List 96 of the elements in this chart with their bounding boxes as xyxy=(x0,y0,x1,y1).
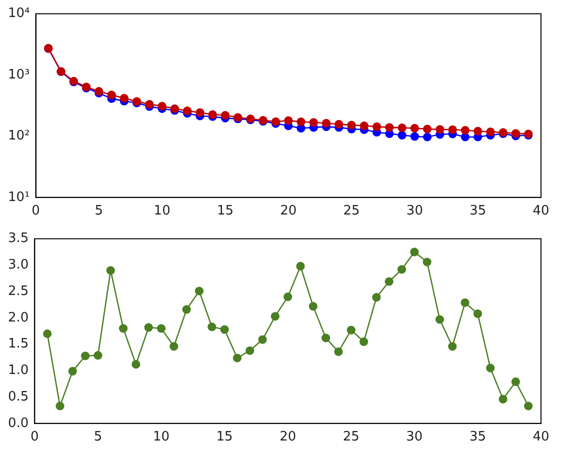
point xyxy=(423,124,432,134)
point xyxy=(435,315,444,324)
x-tick-label: 25 xyxy=(342,430,360,445)
point xyxy=(423,132,432,142)
y-tick-label: 10³ xyxy=(8,67,30,82)
y-tick-label: 10⁴ xyxy=(8,6,30,22)
y-tick-label: 3.5 xyxy=(8,231,29,246)
x-tick-label: 5 xyxy=(94,204,104,219)
point xyxy=(511,377,520,386)
point xyxy=(183,106,192,116)
x-tick-label: 20 xyxy=(280,204,297,219)
y-tick-label: 1.5 xyxy=(8,336,29,352)
point xyxy=(94,351,102,360)
point xyxy=(296,262,305,271)
point xyxy=(106,266,115,275)
point xyxy=(486,364,495,372)
point xyxy=(156,324,166,333)
point xyxy=(372,293,381,302)
point xyxy=(56,402,64,410)
point xyxy=(397,265,406,274)
point xyxy=(182,305,191,314)
point xyxy=(220,110,230,120)
point xyxy=(511,129,520,138)
point xyxy=(68,366,77,376)
point xyxy=(158,102,166,110)
point xyxy=(284,292,292,302)
point xyxy=(270,312,280,321)
point xyxy=(43,329,52,338)
point xyxy=(422,258,432,266)
point xyxy=(208,322,216,332)
point xyxy=(385,123,394,132)
y-tick-label: 0.5 xyxy=(8,389,29,404)
point xyxy=(322,334,330,342)
point xyxy=(473,309,482,318)
point xyxy=(334,120,344,129)
point xyxy=(196,108,204,117)
point xyxy=(384,277,394,286)
point xyxy=(120,94,128,102)
x-tick-label: 10 xyxy=(154,204,170,219)
point xyxy=(308,302,318,311)
x-tick-label: 35 xyxy=(469,430,486,445)
point xyxy=(359,337,368,346)
point xyxy=(81,352,90,360)
point xyxy=(232,354,242,362)
point xyxy=(258,335,267,344)
y-tick-label: 0.0 xyxy=(8,416,29,431)
x-tick-label: 0 xyxy=(32,204,40,219)
point xyxy=(334,347,343,356)
point xyxy=(398,130,406,140)
x-tick-label: 25 xyxy=(343,204,360,219)
point xyxy=(460,298,470,307)
point xyxy=(372,122,382,131)
point xyxy=(132,360,140,369)
point xyxy=(246,346,254,355)
point xyxy=(448,342,457,351)
point xyxy=(144,323,153,332)
point xyxy=(309,118,318,127)
point xyxy=(296,117,306,126)
y-tick-label: 2.0 xyxy=(8,310,29,326)
point xyxy=(194,286,204,296)
x-tick-label: 40 xyxy=(532,430,550,445)
y-tick-label: 2.5 xyxy=(8,284,29,299)
x-tick-label: 0 xyxy=(30,430,39,445)
point xyxy=(410,248,419,256)
point xyxy=(460,126,470,135)
point xyxy=(360,121,368,130)
point xyxy=(347,120,356,130)
point xyxy=(284,116,293,125)
point xyxy=(410,124,419,133)
point xyxy=(107,90,116,100)
point xyxy=(398,124,406,132)
x-tick-label: 40 xyxy=(532,204,550,219)
point xyxy=(118,324,128,333)
x-tick-label: 10 xyxy=(152,430,170,445)
x-tick-label: 30 xyxy=(406,204,423,219)
x-tick-label: 30 xyxy=(406,430,423,445)
point xyxy=(346,326,356,334)
x-tick-label: 5 xyxy=(94,430,102,445)
x-tick-label: 35 xyxy=(470,204,486,219)
point xyxy=(220,325,229,334)
x-tick-label: 15 xyxy=(216,430,233,445)
point xyxy=(474,126,482,136)
point xyxy=(448,125,457,134)
y-tick-label: 3.0 xyxy=(8,258,29,273)
y-tick-label: 10¹ xyxy=(8,190,30,205)
y-tick-label: 10² xyxy=(8,128,30,144)
point xyxy=(524,402,533,410)
x-tick-label: 20 xyxy=(280,430,296,445)
point xyxy=(486,128,495,136)
point xyxy=(498,394,508,404)
x-tick-label: 15 xyxy=(216,204,234,219)
point xyxy=(170,342,178,351)
point xyxy=(410,132,419,141)
y-tick-label: 1.0 xyxy=(8,363,29,378)
point xyxy=(436,125,444,134)
point xyxy=(322,118,331,128)
